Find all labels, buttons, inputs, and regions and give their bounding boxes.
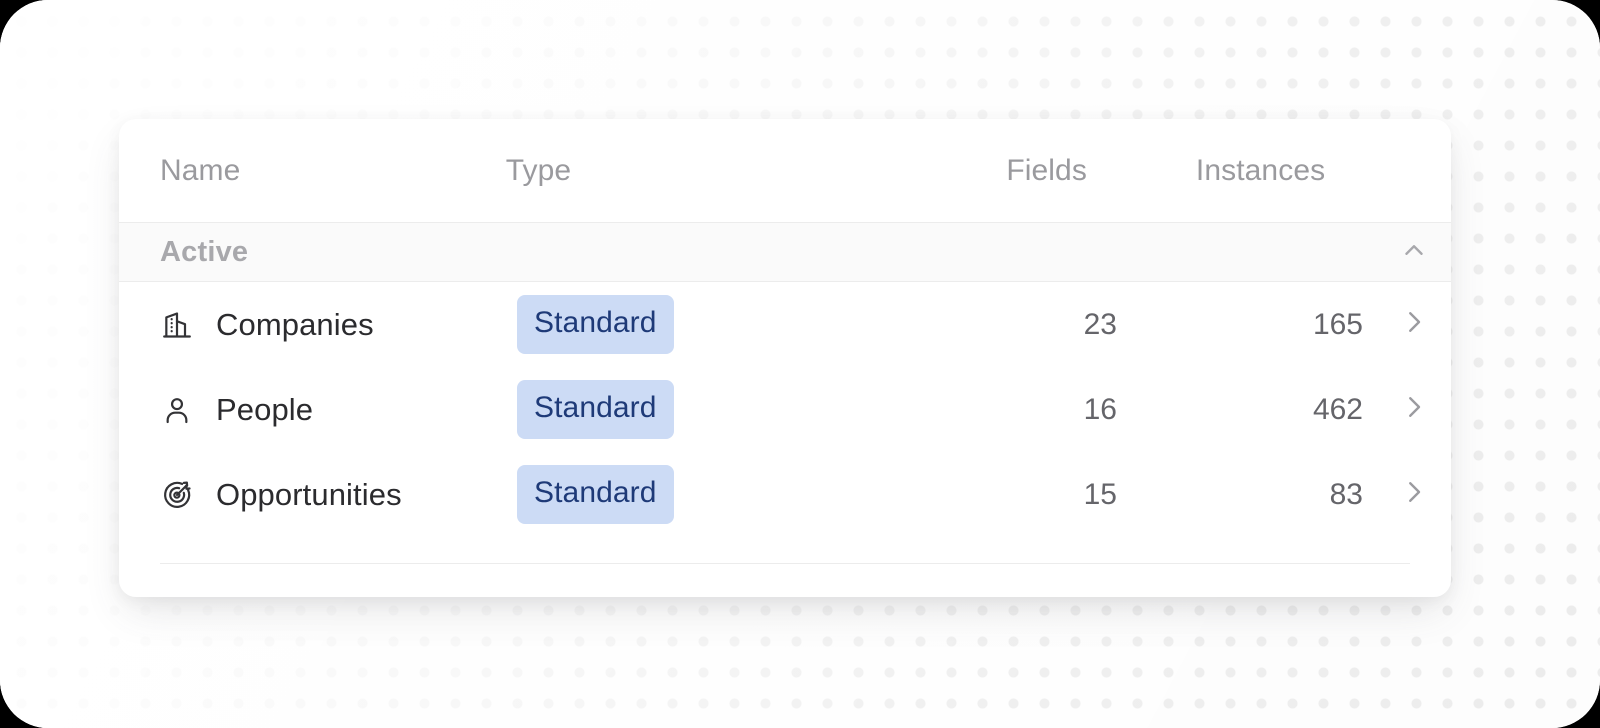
status-badge: Standard [517,465,674,524]
chevron-right-icon [1399,307,1429,342]
chevron-right-icon [1399,392,1429,427]
column-header-instances: Instances [1195,153,1326,187]
row-type-cell: Standard [517,295,917,354]
row-name-cell: People [119,392,517,428]
row-name-label: People [216,391,314,427]
table-row[interactable]: Opportunities Standard 15 83 [119,452,1451,537]
table-row[interactable]: Companies Standard 23 165 [119,282,1451,367]
row-type-cell: Standard [517,380,917,439]
table-header-row: Name Type Fields Instances [119,119,1451,222]
status-badge: Standard [517,295,674,354]
building-icon [160,308,194,342]
group-collapse-button[interactable] [1363,235,1451,270]
column-header-type: Type [505,153,572,187]
group-header-label: Active [160,235,249,268]
table-footer-divider [160,563,1410,564]
person-icon [160,393,194,427]
row-type-cell: Standard [517,465,917,524]
group-header-active[interactable]: Active [119,222,1451,282]
target-icon [160,478,194,512]
row-name-cell: Companies [119,307,517,343]
objects-table-card: Name Type Fields Instances Active [119,119,1451,597]
row-instances-value: 165 [1312,307,1363,341]
column-header-name: Name [160,153,241,187]
row-name-cell: Opportunities [119,477,517,513]
row-fields-value: 16 [1083,392,1117,426]
column-header-fields: Fields [1006,153,1087,187]
row-open-button[interactable] [1363,307,1451,342]
chevron-right-icon [1399,477,1429,512]
status-badge: Standard [517,380,674,439]
row-open-button[interactable] [1363,392,1451,427]
row-instances-value: 83 [1329,477,1363,511]
chevron-up-icon [1399,235,1429,270]
row-instances-value: 462 [1312,392,1363,426]
row-fields-value: 23 [1083,307,1117,341]
row-name-label: Opportunities [216,476,402,512]
table-row[interactable]: People Standard 16 462 [119,367,1451,452]
row-open-button[interactable] [1363,477,1451,512]
row-fields-value: 15 [1083,477,1117,511]
row-name-label: Companies [216,306,374,342]
